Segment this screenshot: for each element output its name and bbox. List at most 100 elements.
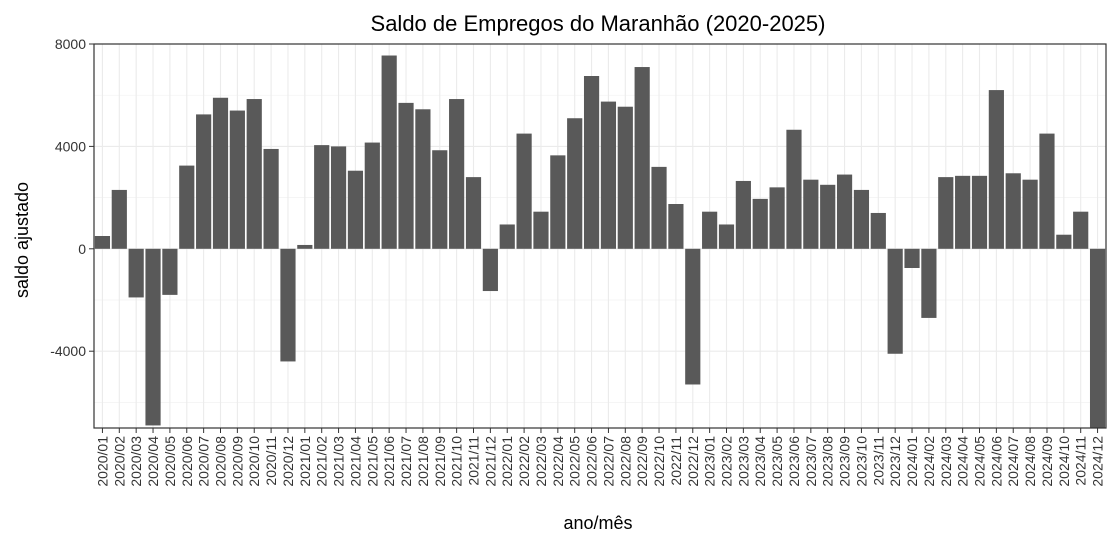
bar-2020-12 (280, 248, 296, 362)
x-tick-label: 2021/10 (449, 436, 465, 487)
bar-2023-07 (803, 179, 819, 249)
bars (94, 55, 1106, 428)
y-tick-label: 8000 (55, 36, 86, 52)
x-tick-label: 2023/07 (803, 436, 819, 487)
chart-title: Saldo de Empregos do Maranhão (2020-2025… (371, 11, 826, 36)
x-tick-label: 2023/11 (870, 436, 886, 486)
bar-2020-07 (196, 114, 212, 249)
x-tick-label: 2021/11 (466, 436, 482, 486)
x-tick-label: 2024/06 (988, 436, 1004, 487)
x-tick-label: 2022/11 (668, 436, 684, 486)
x-tick-label: 2021/04 (347, 436, 363, 487)
x-tick-label: 2022/06 (584, 436, 600, 487)
x-tick-label: 2024/09 (1039, 436, 1055, 487)
x-tick-label: 2024/11 (1073, 436, 1089, 486)
x-tick-label: 2024/01 (904, 436, 920, 487)
x-tick-label: 2023/04 (752, 436, 768, 487)
bar-2020-02 (111, 189, 127, 249)
x-tick-label: 2021/03 (331, 436, 347, 487)
bar-2020-01 (94, 236, 111, 249)
bar-2020-09 (229, 110, 245, 249)
x-tick-label: 2021/05 (364, 436, 380, 487)
x-tick-label: 2023/08 (820, 436, 836, 487)
bar-2024-06 (988, 90, 1004, 249)
x-tick-label: 2020/07 (196, 436, 212, 487)
bar-2020-06 (179, 165, 195, 249)
x-tick-label: 2022/05 (567, 436, 583, 487)
bar-2020-03 (128, 248, 144, 298)
x-tick-label: 2021/01 (297, 436, 313, 487)
x-tick-label: 2024/07 (1005, 436, 1021, 487)
bar-2024-03 (938, 177, 954, 249)
panel-border (93, 43, 1107, 429)
bar-2024-04 (955, 175, 971, 249)
bar-2022-06 (583, 76, 600, 249)
bar-2021-02 (314, 145, 330, 249)
x-tick-label: 2021/12 (482, 436, 498, 487)
bar-2023-04 (752, 198, 768, 249)
bar-2023-11 (870, 212, 886, 249)
x-tick-label: 2023/06 (786, 436, 802, 487)
bar-2020-10 (246, 99, 262, 249)
x-tick-label: 2022/01 (499, 436, 515, 487)
bar-2024-11 (1073, 211, 1089, 249)
bar-2022-08 (617, 106, 633, 249)
bar-2023-02 (718, 224, 735, 249)
bar-2022-07 (600, 101, 617, 249)
bar-2021-03 (330, 146, 347, 249)
x-axis: 2020/01 2020/02 2020/03 2020/04 2020/05 2020/… (94, 428, 1106, 487)
x-tick-label: 2020/03 (128, 436, 144, 487)
bar-2024-07 (1005, 173, 1021, 249)
bar-2022-12 (685, 248, 701, 385)
bar-2021-10 (449, 99, 465, 249)
bar-2021-09 (432, 150, 448, 249)
x-tick-label: 2021/07 (398, 436, 414, 487)
x-axis-title: ano/mês (563, 513, 632, 533)
bar-2024-01 (904, 248, 920, 268)
bar-2024-10 (1056, 234, 1072, 249)
bar-2021-11 (465, 177, 482, 249)
bar-2023-06 (786, 129, 802, 249)
bar-2021-04 (347, 170, 364, 249)
bar-2020-11 (263, 148, 279, 249)
x-tick-label: 2020/06 (179, 436, 195, 487)
bar-2024-08 (1022, 179, 1038, 249)
x-tick-label: 2023/10 (853, 436, 869, 487)
y-axis-title: saldo ajustado (12, 182, 32, 298)
x-tick-label: 2024/10 (1056, 436, 1072, 487)
x-tick-label: 2022/08 (617, 436, 633, 487)
bar-2021-05 (364, 142, 380, 249)
x-tick-label: 2021/09 (432, 436, 448, 487)
bar-2022-03 (533, 211, 549, 249)
x-tick-label: 2020/08 (213, 436, 229, 487)
bar-2024-09 (1039, 133, 1055, 249)
x-tick-label: 2020/10 (246, 436, 262, 487)
bar-2022-02 (516, 133, 532, 249)
bar-2022-10 (651, 166, 667, 249)
x-tick-label: 2024/02 (921, 436, 937, 487)
x-tick-label: 2023/03 (735, 436, 751, 487)
bar-2023-10 (853, 189, 870, 249)
bar-2021-12 (482, 248, 498, 292)
bar-2023-08 (820, 184, 836, 249)
y-tick-label: -4000 (50, 343, 86, 359)
x-tick-label: 2022/07 (600, 436, 616, 487)
x-tick-label: 2020/12 (280, 436, 296, 487)
bar-2020-04 (145, 248, 161, 426)
bar-2024-05 (971, 175, 988, 249)
bar-2022-01 (499, 224, 515, 249)
x-tick-label: 2021/08 (415, 436, 431, 487)
y-axis: -4000 0 4000 8000 (50, 36, 94, 359)
x-tick-label: 2020/11 (263, 436, 279, 486)
x-tick-label: 2024/12 (1090, 436, 1106, 487)
x-tick-label: 2020/04 (145, 436, 161, 487)
bar-2024-12 (1089, 248, 1106, 428)
x-tick-label: 2024/04 (955, 436, 971, 487)
bar-2021-08 (415, 109, 431, 249)
bar-2023-03 (735, 180, 751, 249)
x-tick-label: 2022/04 (550, 436, 566, 487)
y-tick-label: 4000 (55, 138, 86, 154)
bar-2022-11 (668, 204, 684, 249)
x-tick-label: 2022/09 (634, 436, 650, 487)
